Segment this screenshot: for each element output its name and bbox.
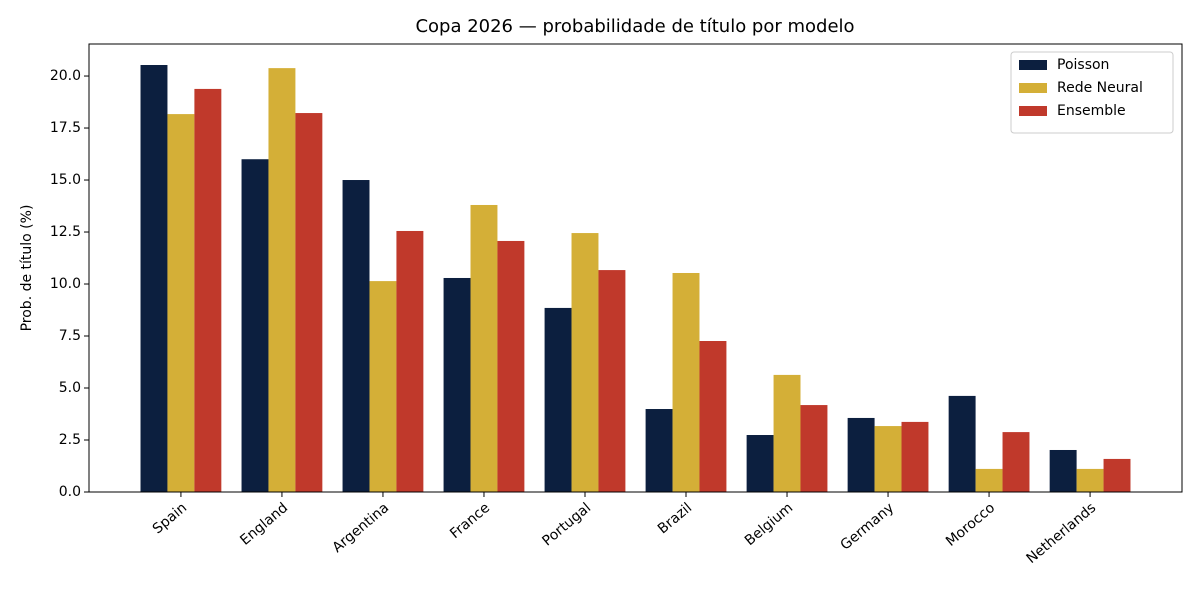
- y-tick-label: 2.5: [59, 432, 81, 448]
- bar: [901, 421, 929, 492]
- bar: [571, 233, 599, 492]
- bar: [672, 272, 700, 492]
- y-tick-label: 17.5: [50, 120, 81, 136]
- y-tick-label: 12.5: [50, 224, 81, 240]
- bar: [773, 374, 801, 492]
- bar: [1049, 449, 1077, 492]
- bar: [975, 468, 1003, 492]
- bar: [241, 159, 269, 493]
- y-tick-label: 5.0: [59, 380, 81, 396]
- bar: [874, 426, 902, 492]
- bar: [948, 395, 976, 492]
- bar: [140, 65, 168, 492]
- bar: [194, 88, 222, 492]
- plot-frame: [88, 43, 1183, 493]
- bar: [167, 114, 195, 492]
- y-tick-label: 7.5: [59, 328, 81, 344]
- y-tick-label: 10.0: [50, 276, 81, 292]
- bar: [544, 307, 572, 492]
- bar: [396, 230, 424, 492]
- bar: [342, 180, 370, 492]
- legend-swatch: [1019, 83, 1047, 93]
- bar: [800, 405, 828, 492]
- bar: [645, 409, 673, 492]
- bar: [497, 240, 525, 492]
- bar: [295, 113, 323, 492]
- legend-label: Poisson: [1057, 57, 1109, 73]
- bar: [369, 281, 397, 492]
- legend-swatch: [1019, 60, 1047, 70]
- legend: Poisson Rede Neural Ensemble: [1010, 51, 1174, 134]
- legend-frame: [1010, 51, 1174, 134]
- y-tick-label: 20.0: [50, 68, 81, 84]
- bar: [746, 435, 774, 492]
- bar: [598, 270, 626, 492]
- bar: [443, 277, 471, 492]
- y-tick-label: 0.0: [59, 484, 81, 500]
- y-tick-label: 15.0: [50, 172, 81, 188]
- bar: [470, 204, 498, 492]
- bar: [699, 341, 727, 492]
- bar: [1103, 458, 1131, 492]
- bar: [1002, 432, 1030, 492]
- chart-title: Copa 2026 — probabilidade de título por …: [415, 16, 854, 37]
- legend-swatch: [1019, 106, 1047, 116]
- legend-label: Ensemble: [1057, 103, 1126, 119]
- bar: [268, 68, 296, 492]
- legend-label: Rede Neural: [1057, 80, 1143, 96]
- bar: [1076, 468, 1104, 492]
- bar: [847, 417, 875, 492]
- y-axis-label: Prob. de título (%): [19, 205, 35, 332]
